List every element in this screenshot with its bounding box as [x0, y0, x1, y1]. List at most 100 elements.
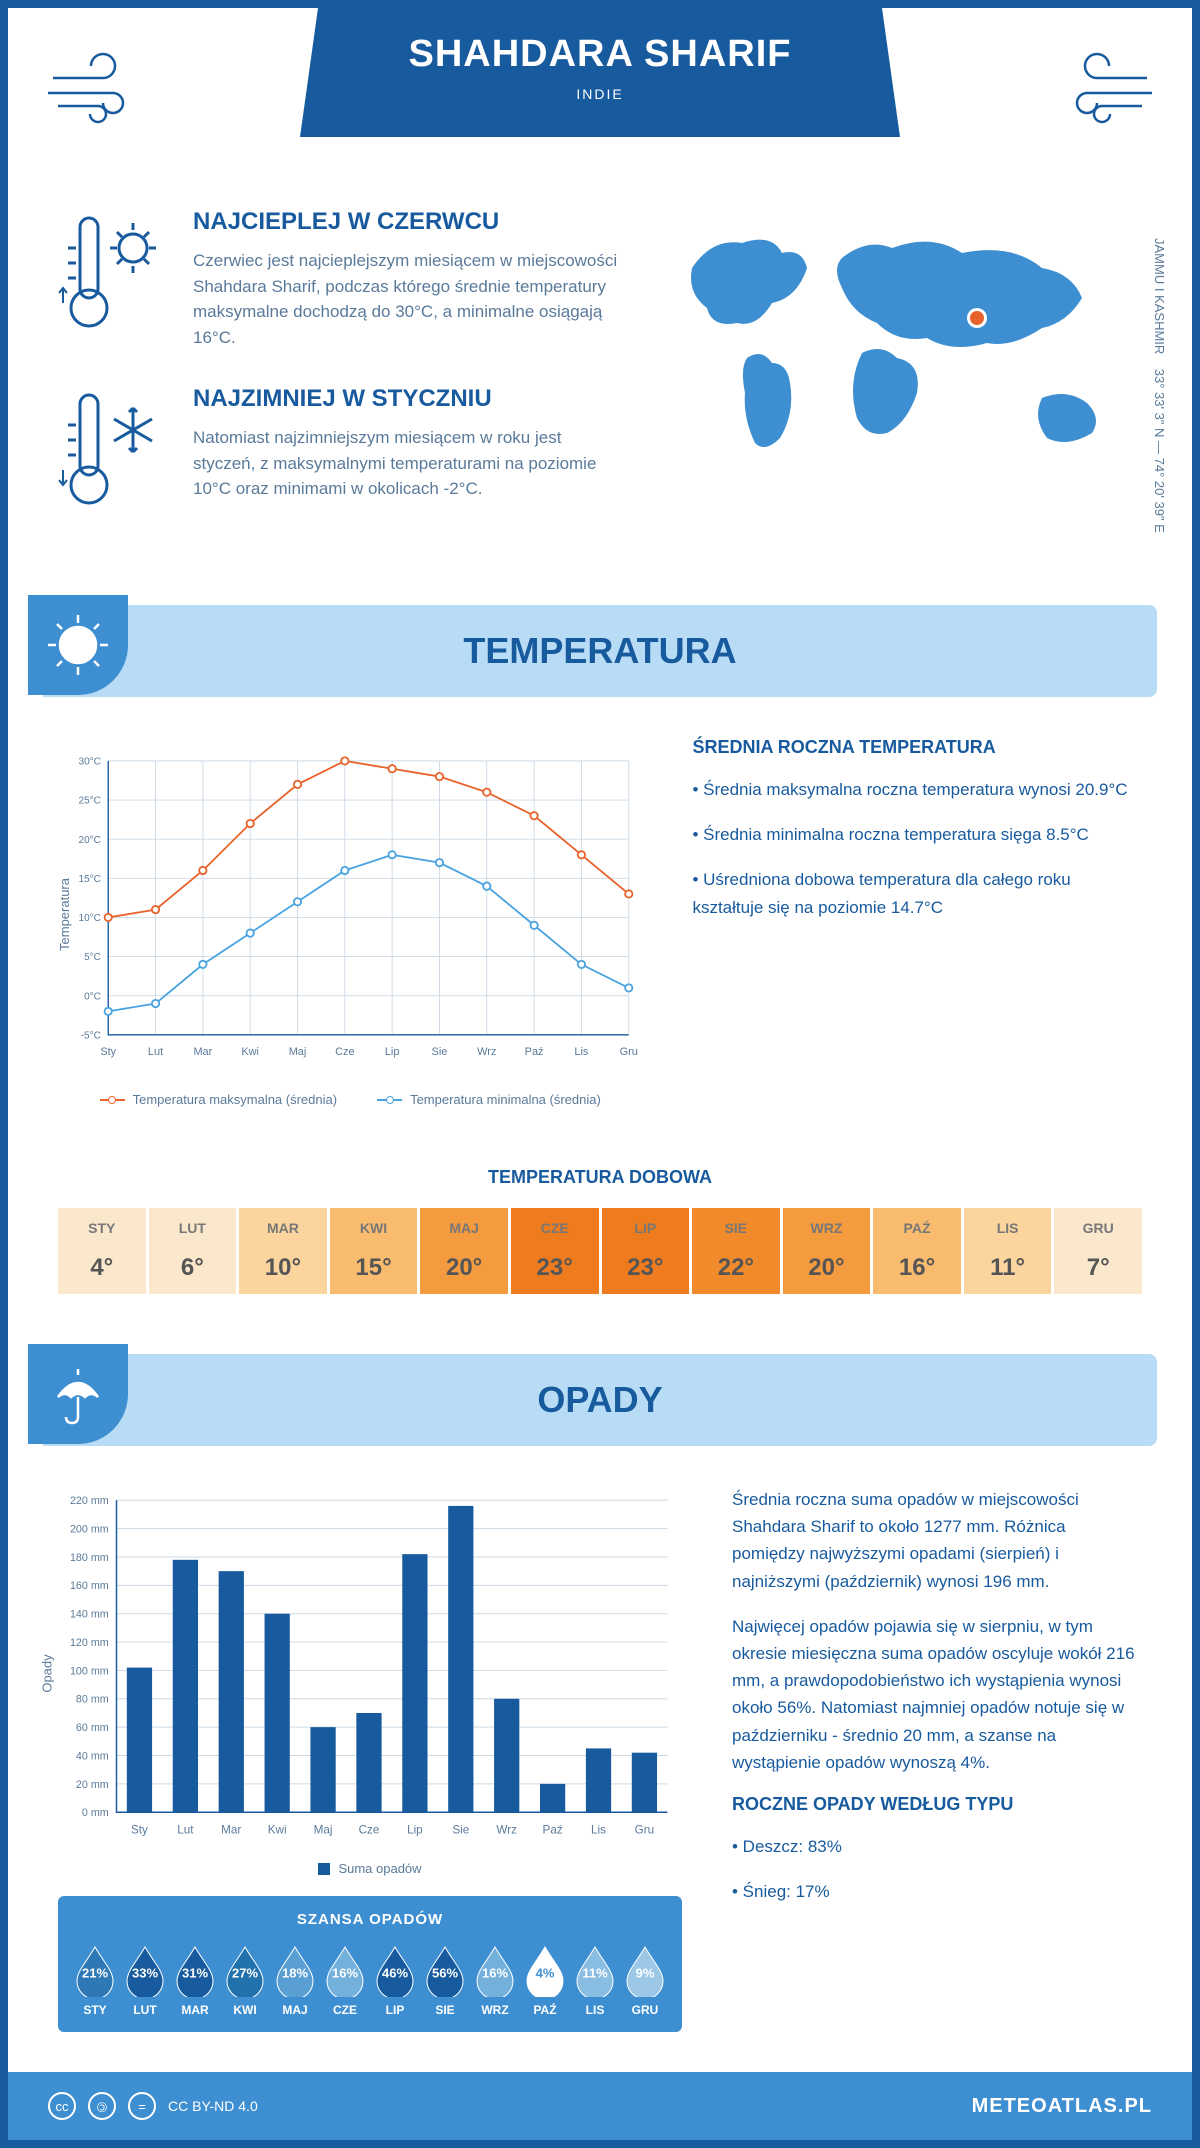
temp-cell: GRU7°	[1054, 1208, 1142, 1294]
license-text: CC BY-ND 4.0	[168, 2098, 258, 2114]
coldest-block: NAJZIMNIEJ W STYCZNIU Natomiast najzimni…	[58, 385, 622, 520]
svg-text:Maj: Maj	[289, 1046, 307, 1058]
svg-text:Sie: Sie	[432, 1046, 448, 1058]
precipitation-banner: OPADY	[43, 1354, 1157, 1446]
footer: cc 🄯 = CC BY-ND 4.0 METEOATLAS.PL	[8, 2072, 1192, 2140]
brand: METEOATLAS.PL	[972, 2095, 1152, 2118]
svg-text:Lip: Lip	[407, 1824, 423, 1837]
by-icon: 🄯	[88, 2092, 116, 2120]
svg-text:0 mm: 0 mm	[82, 1807, 109, 1819]
svg-text:Gru: Gru	[620, 1046, 638, 1058]
svg-text:Sty: Sty	[131, 1824, 148, 1837]
temperature-line-chart: Temperatura -5°C0°C5°C10°C15°C20°C25°C30…	[58, 737, 642, 1107]
temp-cell: MAJ20°	[420, 1208, 508, 1294]
chance-drop: 27%KWI	[223, 1943, 267, 2017]
svg-text:Lut: Lut	[177, 1824, 194, 1837]
svg-text:Sie: Sie	[452, 1824, 469, 1837]
svg-text:Kwi: Kwi	[241, 1046, 259, 1058]
precipitation-summary: Średnia roczna suma opadów w miejscowośc…	[732, 1486, 1142, 2032]
chance-drop: 21%STY	[73, 1943, 117, 2017]
svg-text:5°C: 5°C	[84, 952, 101, 963]
svg-text:Maj: Maj	[314, 1824, 333, 1837]
svg-text:Kwi: Kwi	[268, 1824, 287, 1837]
svg-text:200 mm: 200 mm	[70, 1524, 109, 1536]
umbrella-icon	[28, 1344, 128, 1444]
chance-drop: 33%LUT	[123, 1943, 167, 2017]
svg-text:Mar: Mar	[193, 1046, 212, 1058]
world-map: JAMMU I KASHMIR 33° 33' 3" N — 74° 20' 3…	[662, 208, 1142, 555]
temp-cell: LUT6°	[149, 1208, 237, 1294]
svg-text:Paź: Paź	[525, 1046, 544, 1058]
svg-text:Cze: Cze	[335, 1046, 354, 1058]
svg-text:160 mm: 160 mm	[70, 1580, 109, 1592]
cc-icon: cc	[48, 2092, 76, 2120]
svg-text:140 mm: 140 mm	[70, 1609, 109, 1621]
chance-drop: 16%WRZ	[473, 1943, 517, 2017]
svg-text:220 mm: 220 mm	[70, 1495, 109, 1507]
svg-text:30°C: 30°C	[78, 757, 100, 768]
chance-drop: 56%SIE	[423, 1943, 467, 2017]
temp-cell: SIE22°	[692, 1208, 780, 1294]
svg-text:-5°C: -5°C	[81, 1030, 101, 1041]
page-subtitle: INDIE	[340, 86, 860, 102]
thermometer-snow-icon	[58, 385, 168, 520]
svg-text:Wrz: Wrz	[496, 1824, 517, 1837]
warmest-block: NAJCIEPLEJ W CZERWCU Czerwiec jest najci…	[58, 208, 622, 350]
temp-cell: LIP23°	[602, 1208, 690, 1294]
temp-cell: CZE23°	[511, 1208, 599, 1294]
chance-drop: 18%MAJ	[273, 1943, 317, 2017]
temp-cell: PAŹ16°	[873, 1208, 961, 1294]
daily-temperature-table: TEMPERATURA DOBOWA STY4°LUT6°MAR10°KWI15…	[8, 1147, 1192, 1334]
svg-text:Lip: Lip	[385, 1046, 400, 1058]
svg-text:Wrz: Wrz	[477, 1046, 496, 1058]
wind-icon	[1047, 48, 1157, 142]
svg-text:Mar: Mar	[221, 1824, 241, 1837]
svg-text:Sty: Sty	[100, 1046, 116, 1058]
coordinates: JAMMU I KASHMIR 33° 33' 3" N — 74° 20' 3…	[1152, 238, 1167, 533]
precipitation-bar-chart: Opady 0 mm20 mm40 mm60 mm80 mm100 mm120 …	[58, 1486, 682, 2032]
thermometer-sun-icon	[58, 208, 168, 350]
chance-drop: 11%LIS	[573, 1943, 617, 2017]
page-title: SHAHDARA SHARIF	[340, 33, 860, 76]
chance-drop: 16%CZE	[323, 1943, 367, 2017]
warmest-text: Czerwiec jest najcieplejszym miesiącem w…	[193, 248, 622, 350]
svg-text:120 mm: 120 mm	[70, 1637, 109, 1649]
temperature-banner: TEMPERATURA	[43, 605, 1157, 697]
svg-text:Lis: Lis	[591, 1824, 606, 1837]
temp-cell: LIS11°	[964, 1208, 1052, 1294]
sun-icon	[28, 595, 128, 695]
nd-icon: =	[128, 2092, 156, 2120]
intro-section: NAJCIEPLEJ W CZERWCU Czerwiec jest najci…	[8, 208, 1192, 585]
header: SHAHDARA SHARIF INDIE	[8, 8, 1192, 208]
temperature-summary: ŚREDNIA ROCZNA TEMPERATURA • Średnia mak…	[692, 737, 1142, 1107]
chance-drop: 31%MAR	[173, 1943, 217, 2017]
chance-drop: 9%GRU	[623, 1943, 667, 2017]
warmest-title: NAJCIEPLEJ W CZERWCU	[193, 208, 622, 236]
svg-text:40 mm: 40 mm	[76, 1750, 109, 1762]
chance-drop: 4%PAŹ	[523, 1943, 567, 2017]
temp-cell: WRZ20°	[783, 1208, 871, 1294]
svg-text:15°C: 15°C	[78, 874, 100, 885]
precipitation-chance-box: SZANSA OPADÓW 21%STY33%LUT31%MAR27%KWI18…	[58, 1896, 682, 2032]
wind-icon	[43, 48, 153, 142]
coldest-text: Natomiast najzimniejszym miesiącem w rok…	[193, 425, 622, 502]
svg-text:Cze: Cze	[359, 1824, 380, 1837]
title-banner: SHAHDARA SHARIF INDIE	[300, 8, 900, 137]
svg-text:Lut: Lut	[148, 1046, 163, 1058]
svg-text:10°C: 10°C	[78, 913, 100, 924]
temp-cell: KWI15°	[330, 1208, 418, 1294]
svg-text:180 mm: 180 mm	[70, 1552, 109, 1564]
svg-text:20 mm: 20 mm	[76, 1779, 109, 1791]
svg-text:60 mm: 60 mm	[76, 1722, 109, 1734]
svg-text:100 mm: 100 mm	[70, 1665, 109, 1677]
svg-text:Paź: Paź	[543, 1824, 563, 1837]
temp-cell: STY4°	[58, 1208, 146, 1294]
chance-drop: 46%LIP	[373, 1943, 417, 2017]
svg-text:80 mm: 80 mm	[76, 1694, 109, 1706]
temp-cell: MAR10°	[239, 1208, 327, 1294]
svg-text:Gru: Gru	[635, 1824, 654, 1837]
svg-text:0°C: 0°C	[84, 991, 101, 1002]
coldest-title: NAJZIMNIEJ W STYCZNIU	[193, 385, 622, 413]
svg-text:25°C: 25°C	[78, 796, 100, 807]
svg-text:20°C: 20°C	[78, 835, 100, 846]
